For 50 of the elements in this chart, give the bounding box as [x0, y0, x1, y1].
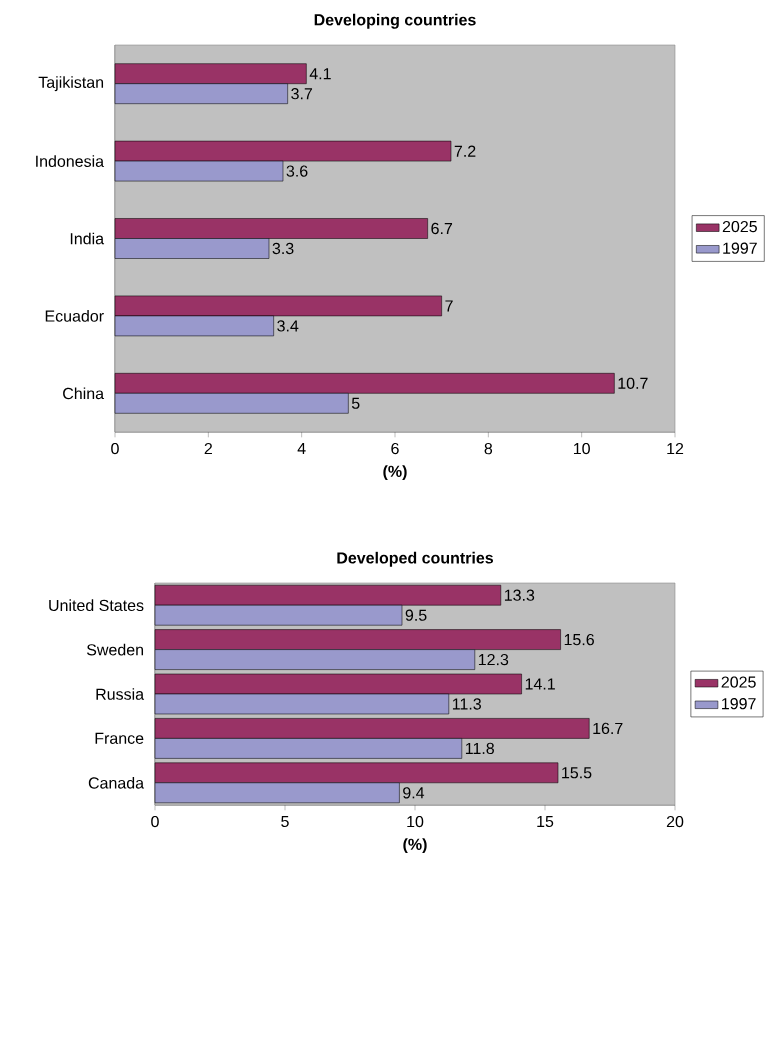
data-label: 14.1 [525, 678, 555, 690]
y-tick-label: Ecuador [45, 310, 104, 322]
x-tick-label: 0 [111, 442, 119, 455]
data-label: 15.5 [562, 767, 592, 779]
data-label: 3.3 [272, 242, 294, 255]
data-label: 11.3 [452, 698, 481, 710]
legend-label: 2025 [722, 220, 757, 233]
y-tick-label: United States [49, 599, 144, 612]
data-label: 3.4 [277, 320, 299, 332]
x-tick-label: 0 [151, 815, 159, 828]
x-tick-label: 2 [204, 442, 212, 455]
x-tick-label: 10 [407, 815, 424, 828]
data-label: 3.7 [291, 88, 313, 100]
x-tick-label: 20 [666, 815, 684, 828]
y-tick-label: Tajikistan [38, 76, 104, 92]
x-tick-label: 6 [391, 442, 399, 455]
chart-title: Developed countries [337, 551, 494, 567]
data-label: 5 [351, 397, 360, 409]
data-label: 4.1 [309, 68, 331, 80]
y-tick-label: China [63, 387, 105, 400]
x-axis-title: (%) [383, 465, 407, 481]
legend-label: 1997 [723, 242, 757, 254]
data-label: 6.7 [431, 222, 453, 235]
x-axis-title: (%) [403, 838, 427, 854]
x-tick-label: 8 [484, 442, 493, 455]
data-label: 10.7 [618, 377, 648, 389]
data-label: 7 [445, 300, 453, 312]
data-label: 3.6 [286, 165, 308, 177]
x-tick-label: 12 [667, 442, 684, 455]
data-label: 9.4 [403, 787, 425, 799]
data-label: 13.3 [504, 589, 535, 601]
legend-label: 1997 [722, 698, 756, 710]
y-tick-label: Russia [96, 688, 145, 700]
data-label: 11.8 [465, 742, 494, 755]
y-tick-label: India [70, 232, 105, 245]
x-tick-label: 15 [537, 815, 554, 828]
data-label: 12.3 [478, 653, 509, 666]
y-tick-label: France [95, 732, 144, 744]
x-tick-label: 5 [281, 815, 289, 828]
data-label: 16.7 [593, 722, 623, 735]
y-tick-label: Canada [88, 776, 145, 789]
chart-title: Developing countries [314, 13, 476, 29]
legend-label: 2025 [721, 676, 756, 688]
data-label: 15.6 [564, 633, 594, 646]
y-tick-label: Indonesia [36, 155, 105, 167]
y-tick-label: Sweden [86, 643, 144, 656]
x-tick-label: 4 [297, 442, 306, 454]
data-label: 9.5 [405, 609, 427, 621]
x-tick-label: 10 [573, 442, 590, 455]
data-label: 7.2 [454, 145, 476, 157]
